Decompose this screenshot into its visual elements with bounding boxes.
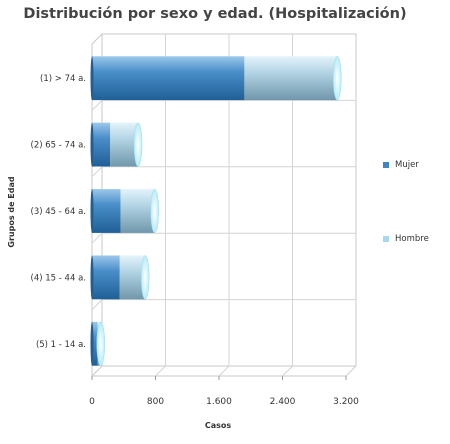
category-label: (5) 1 - 14 a. [36,340,86,350]
bar-start-cap [90,189,94,233]
x-axis-title: Casos [205,421,232,430]
bar-end-cap [333,56,342,101]
chart-title: Distribución por sexo y edad. (Hospitali… [23,6,407,22]
x-tick-label: 1.600 [206,397,232,407]
x-grid-floor-line [282,365,293,377]
category-separator-depth [91,232,103,244]
bar-start-cap [90,122,94,167]
plot-floor-edge [91,365,103,377]
bar-end-cap [140,255,150,300]
legend-label-hombre: Hombre [395,234,429,244]
bar-mujer [92,189,121,233]
bar-start-cap [90,255,94,300]
category-separator-depth [91,166,103,178]
legend-label-mujer: Mujer [395,160,419,170]
bar-hombre [244,56,338,101]
x-grid-floor-line [218,365,230,377]
bar-mujer [92,122,111,167]
bar-mujer [92,321,98,366]
x-grid-floor-line [345,365,357,377]
x-tick-label: 800 [147,397,164,407]
category-label: (3) 45 - 64 a. [31,207,86,217]
bar-end-cap [150,188,159,234]
category-separator-depth [91,299,103,310]
bar-start-cap [90,56,94,101]
legend-item-mujer: Mujer [383,160,419,170]
category-label: (4) 15 - 44 a. [31,273,86,283]
bar-end-cap [133,122,143,167]
bar-start-cap [90,321,94,366]
bar-mujer [92,255,120,300]
plot-top-depth-edge [91,33,103,45]
bar-hombre [110,122,139,167]
category-label: (2) 65 - 74 a. [31,141,86,151]
legend-swatch-hombre [383,236,389,242]
bar-mujer [92,56,245,101]
bar-hombre [120,189,155,233]
legend-item-hombre: Hombre [383,234,429,244]
category-separator-depth [91,100,103,111]
x-tick-label: 2.400 [270,397,296,407]
x-grid-floor-line [155,365,166,377]
bar-end-cap [96,321,105,366]
legend-swatch-mujer [383,162,389,168]
y-axis-title: Grupos de Edad [7,176,16,248]
x-tick-label: 0 [89,397,95,407]
x-tick-label: 3.200 [333,397,359,407]
category-label: (1) > 74 a. [40,74,86,84]
